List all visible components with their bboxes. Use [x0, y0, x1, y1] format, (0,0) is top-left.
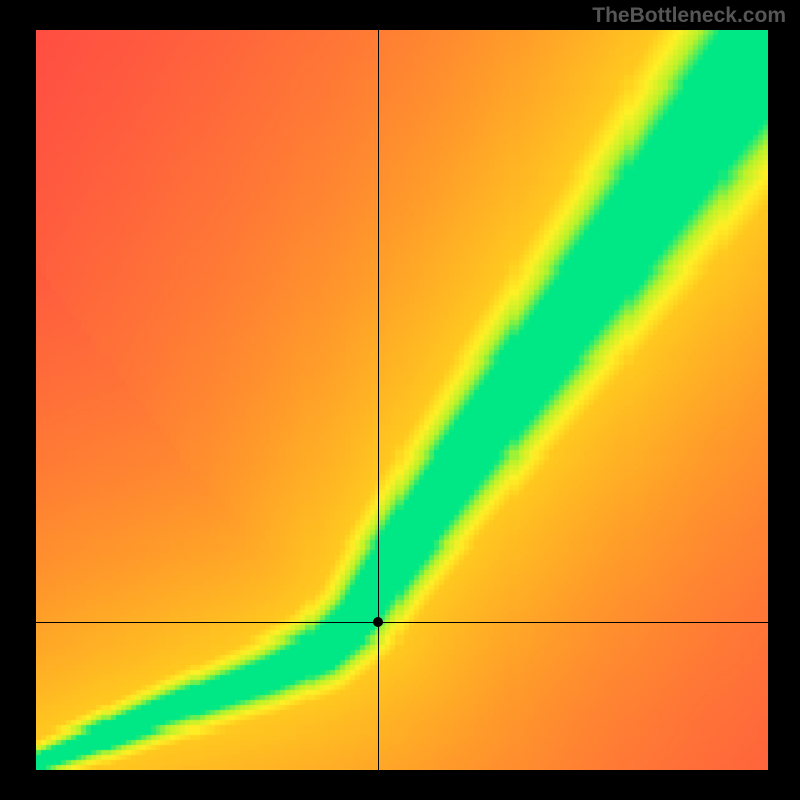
heatmap-canvas [36, 30, 768, 770]
crosshair-horizontal [36, 622, 768, 623]
watermark-text: TheBottleneck.com [592, 4, 786, 28]
heatmap-plot [36, 30, 768, 770]
crosshair-vertical [378, 30, 379, 770]
chart-container: TheBottleneck.com [0, 0, 800, 800]
crosshair-marker [373, 617, 383, 627]
